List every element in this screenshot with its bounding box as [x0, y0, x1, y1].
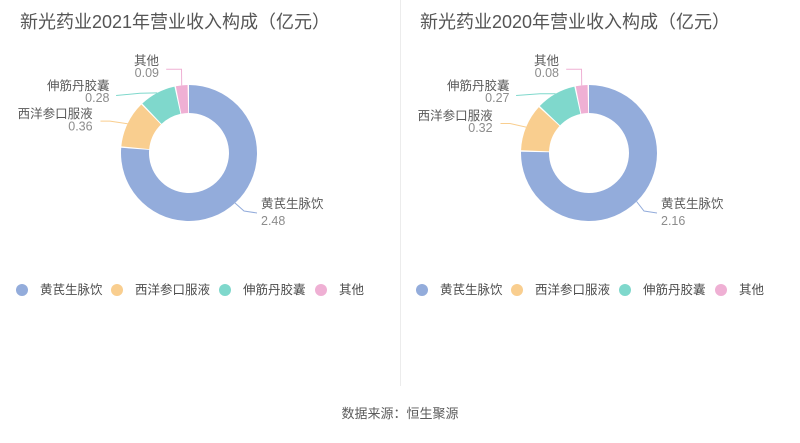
svg-text:0.28: 0.28 — [85, 91, 109, 105]
svg-text:黄芪生脉饮: 黄芪生脉饮 — [261, 196, 324, 211]
svg-text:0.27: 0.27 — [485, 91, 509, 105]
svg-text:0.32: 0.32 — [468, 121, 492, 135]
svg-text:黄芪生脉饮: 黄芪生脉饮 — [440, 282, 503, 297]
svg-text:西洋参口服液: 西洋参口服液 — [535, 282, 611, 297]
svg-text:0.36: 0.36 — [68, 119, 92, 133]
svg-text:2.48: 2.48 — [261, 214, 285, 228]
svg-text:西洋参口服液: 西洋参口服液 — [135, 282, 211, 297]
svg-text:0.08: 0.08 — [535, 66, 559, 80]
svg-text:伸筋丹胶囊: 伸筋丹胶囊 — [243, 282, 306, 297]
svg-text:0.09: 0.09 — [135, 66, 159, 80]
svg-text:黄芪生脉饮: 黄芪生脉饮 — [40, 282, 103, 297]
svg-text:其他: 其他 — [339, 283, 365, 297]
svg-text:伸筋丹胶囊: 伸筋丹胶囊 — [643, 282, 706, 297]
svg-text:黄芪生脉饮: 黄芪生脉饮 — [661, 196, 724, 211]
svg-text:其他: 其他 — [739, 283, 765, 297]
svg-text:2.16: 2.16 — [661, 214, 685, 228]
